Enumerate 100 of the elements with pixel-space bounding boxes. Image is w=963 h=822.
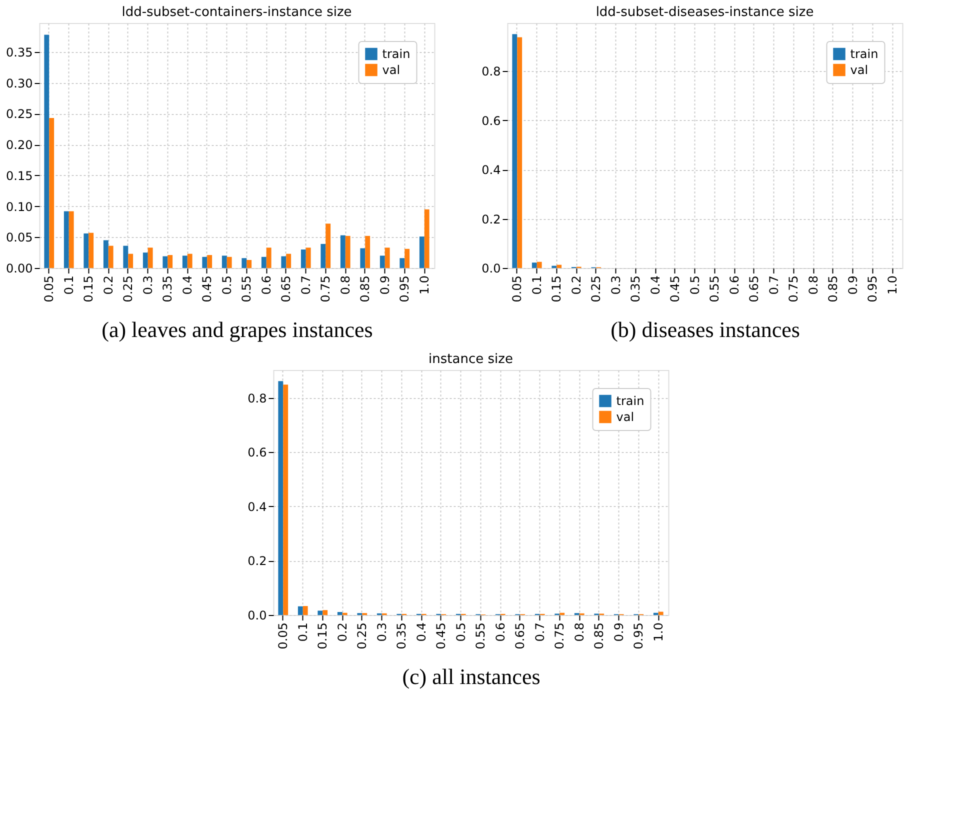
bar: [281, 256, 286, 268]
bar: [322, 610, 328, 615]
bar: [226, 256, 232, 268]
legend-label: train: [616, 394, 644, 408]
x-tick-label: 0.5: [220, 276, 234, 295]
bar: [182, 256, 188, 268]
x-tick-label: 0.85: [826, 276, 840, 302]
x-tick-label: 0.2: [569, 276, 584, 295]
bar: [261, 256, 266, 268]
x-tick-label: 0.8: [572, 622, 586, 642]
y-tick-label: 0.25: [6, 107, 33, 122]
bar: [283, 384, 288, 615]
x-tick-label: 0.35: [394, 622, 409, 650]
chart-title: instance size: [428, 352, 513, 367]
bar: [103, 240, 108, 268]
bar: [222, 256, 227, 268]
x-tick-label: 0.3: [140, 276, 155, 295]
x-tick-label: 0.35: [160, 276, 175, 302]
bar: [424, 209, 430, 268]
x-tick-label: 0.45: [434, 622, 448, 650]
x-tick-label: 0.9: [612, 622, 626, 642]
y-tick-label: 0.4: [482, 163, 501, 178]
bar: [360, 248, 366, 268]
x-tick-label: 0.75: [786, 276, 801, 302]
x-tick-label: 0.3: [608, 276, 623, 295]
x-tick-label: 0.15: [550, 276, 564, 302]
x-tick-label: 0.2: [335, 622, 350, 642]
bar: [246, 260, 252, 268]
x-tick-label: 0.1: [62, 276, 76, 295]
bar: [64, 211, 69, 268]
bar: [512, 34, 518, 268]
x-tick-label: 0.25: [589, 276, 604, 302]
bar: [300, 249, 306, 268]
x-tick-label: 0.55: [240, 276, 254, 302]
x-tick-label: 0.55: [474, 622, 488, 650]
y-tick-label: 0.20: [6, 138, 33, 152]
y-tick-label: 0.2: [482, 212, 501, 226]
x-tick-label: 0.15: [82, 276, 96, 302]
bar: [278, 381, 284, 615]
bar: [168, 255, 173, 268]
y-tick-label: 0.8: [482, 64, 501, 79]
x-tick-label: 0.85: [358, 276, 372, 302]
x-tick-label: 0.45: [668, 276, 682, 302]
x-tick-label: 0.1: [296, 622, 310, 642]
x-tick-label: 0.4: [648, 276, 662, 295]
x-tick-label: 0.65: [747, 276, 762, 302]
bar: [318, 610, 323, 615]
y-tick-label: 0.8: [248, 391, 267, 406]
x-tick-label: 0.8: [338, 276, 352, 295]
legend-label: val: [382, 63, 400, 77]
x-tick-label: 1.0: [417, 276, 432, 295]
x-tick-label: 0.85: [592, 622, 606, 650]
x-tick-label: 0.75: [318, 276, 333, 302]
bar: [84, 233, 89, 268]
x-tick-label: 0.05: [276, 622, 290, 650]
x-tick-label: 0.9: [378, 276, 392, 295]
bar: [187, 254, 192, 268]
x-tick-label: 0.15: [316, 622, 330, 650]
chart-title: ldd-subset-containers-instance size: [122, 5, 352, 20]
x-tick-label: 0.25: [355, 622, 370, 650]
bar: [380, 256, 385, 268]
x-tick-label: 0.4: [414, 622, 428, 642]
x-tick-label: 0.3: [374, 622, 389, 642]
x-tick-label: 0.95: [398, 276, 412, 302]
bar: [365, 236, 370, 268]
bar: [404, 248, 410, 268]
y-tick-label: 0.00: [6, 262, 33, 276]
x-tick-label: 0.9: [846, 276, 860, 295]
y-tick-label: 0.15: [6, 168, 33, 183]
bar: [142, 252, 148, 268]
bar: [326, 224, 331, 268]
bar: [202, 256, 208, 268]
legend-label: train: [850, 47, 878, 61]
legend-label: val: [616, 410, 634, 424]
bar: [345, 236, 350, 268]
x-tick-label: 1.0: [885, 276, 900, 295]
x-tick-label: 0.55: [708, 276, 722, 302]
x-tick-label: 0.95: [632, 622, 646, 650]
bar: [302, 606, 308, 615]
x-tick-label: 0.7: [766, 276, 781, 295]
y-tick-label: 0.6: [482, 114, 501, 128]
y-tick-label: 0.35: [6, 46, 33, 60]
x-tick-label: 0.45: [200, 276, 214, 302]
bar: [419, 236, 424, 268]
text: (b) diseases instances: [610, 317, 800, 342]
y-tick-label: 0.6: [248, 446, 267, 460]
x-tick-label: 0.35: [628, 276, 643, 302]
bar: [49, 118, 54, 268]
bar: [68, 211, 74, 268]
bar: [286, 254, 292, 268]
bar: [207, 255, 212, 268]
bar: [337, 612, 342, 615]
legend-label: val: [850, 63, 868, 77]
x-tick-label: 0.7: [298, 276, 313, 295]
y-tick-label: 0.2: [248, 554, 267, 568]
x-tick-label: 0.95: [866, 276, 880, 302]
x-tick-label: 0.5: [454, 622, 468, 642]
x-tick-label: 0.7: [532, 622, 547, 642]
x-tick-label: 0.5: [688, 276, 702, 295]
y-tick-label: 0.05: [6, 230, 33, 245]
